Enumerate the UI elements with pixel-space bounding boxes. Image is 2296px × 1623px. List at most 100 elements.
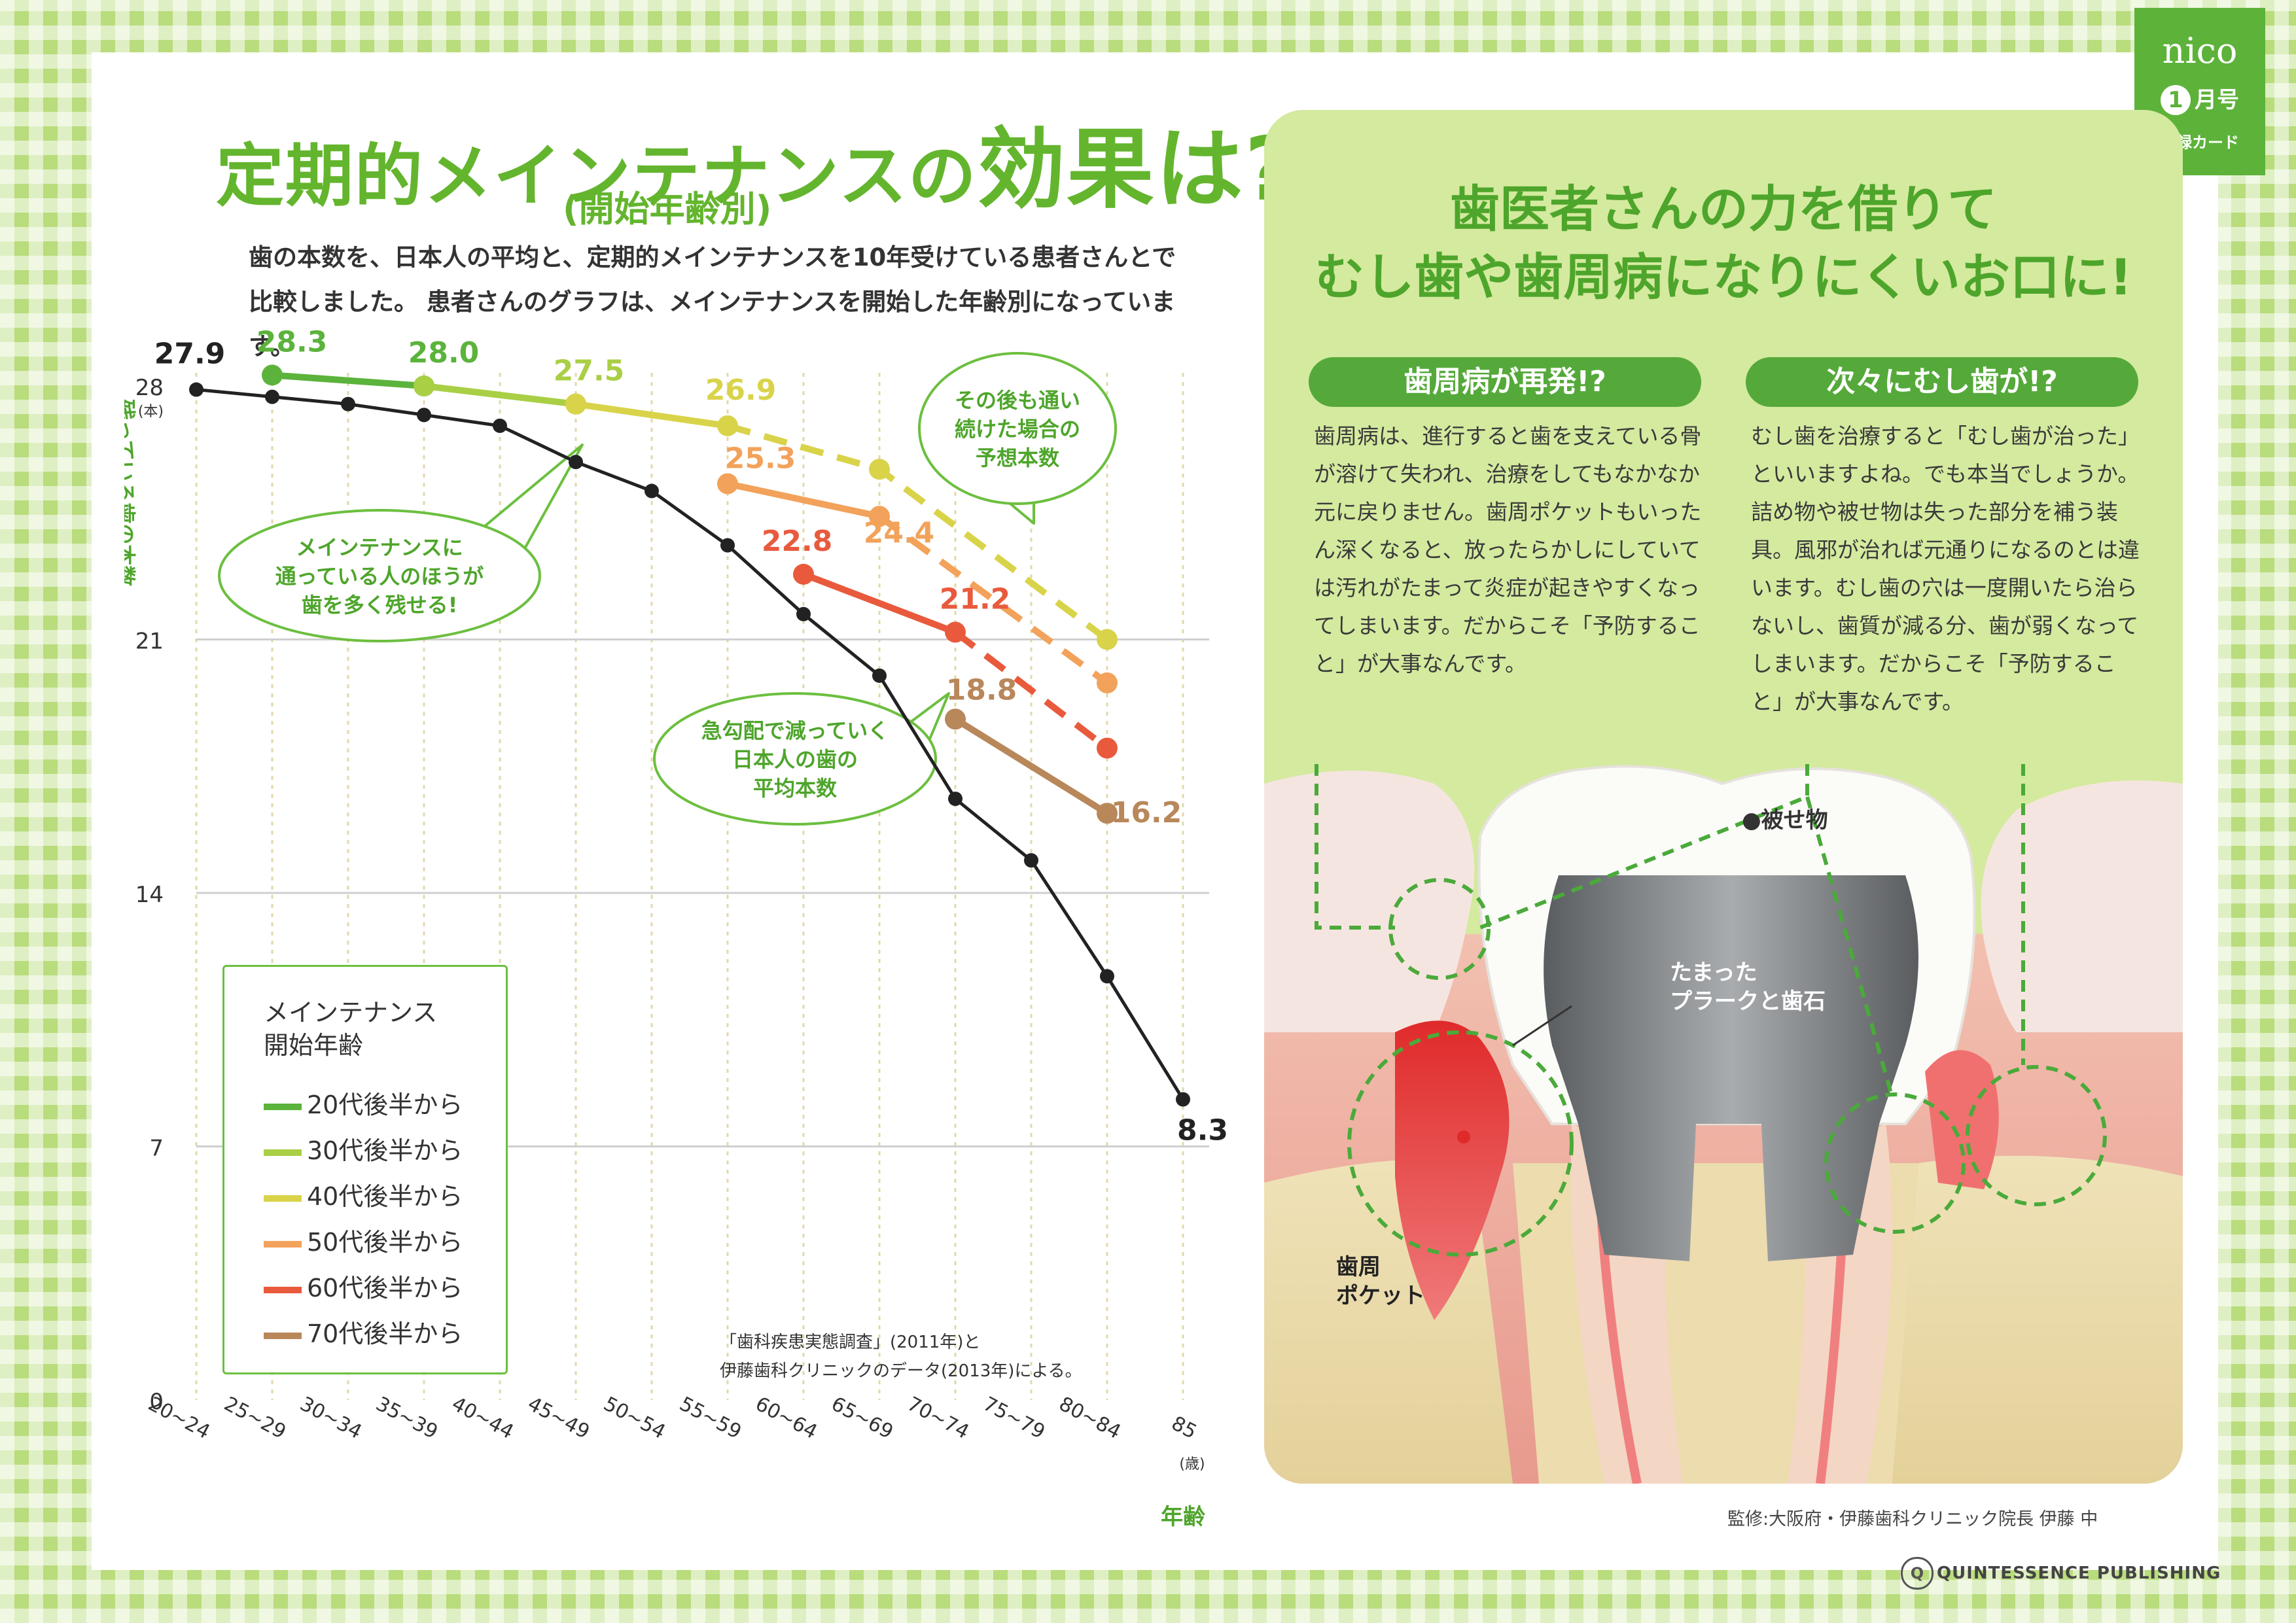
data-label: 28.0 <box>408 336 480 370</box>
y-unit: (本) <box>138 404 164 420</box>
x-axis-label: 年齢 <box>1161 1504 1205 1530</box>
x-tick-label: 20~24 <box>145 1393 214 1444</box>
y-tick-label: 21 <box>135 629 164 655</box>
data-label: 26.9 <box>705 374 777 407</box>
data-source-note: 「歯科疾患実態調査」(2011年)と 伊藤歯科クリニックのデータ(2013年)に… <box>720 1328 1082 1386</box>
info-panel: 歯医者さんの力を借りて むし歯や歯周病になりにくいお口に! 歯周病が再発!? 次… <box>1264 110 2183 1484</box>
month-number: 1 <box>2161 85 2191 115</box>
legend-item: 60代後半から <box>264 1268 463 1304</box>
chart-grid <box>195 373 1209 1400</box>
x-tick-label: 70~74 <box>904 1393 973 1444</box>
legend-label: 50代後半から <box>307 1228 463 1257</box>
data-label: 27.5 <box>554 355 625 388</box>
panel-title: 歯医者さんの力を借りて むし歯や歯周病になりにくいお口に! <box>1264 175 2183 311</box>
legend-item: 30代後半から <box>264 1130 463 1166</box>
chart-series <box>189 364 1190 1107</box>
page-subtitle: (開始年齢別) <box>563 188 772 230</box>
series-line-projected <box>877 514 1109 686</box>
data-point <box>869 506 890 527</box>
legend-label: 30代後半から <box>307 1136 463 1165</box>
callout-text: メインテナンスに <box>296 535 463 560</box>
x-tick-label: 40~44 <box>448 1393 518 1444</box>
data-point <box>341 396 355 411</box>
data-point <box>869 459 890 480</box>
legend-label: 20代後半から <box>307 1091 463 1119</box>
leader-line-2 <box>1805 796 1894 1098</box>
legend-swatch <box>264 1103 302 1110</box>
callout-text: 平均本数 <box>753 776 838 801</box>
bone-right <box>1892 1155 2183 1484</box>
callout-text: 予想本数 <box>976 445 1060 470</box>
legend-item: 40代後半から <box>264 1176 463 1212</box>
legend-swatch <box>264 1286 302 1293</box>
callout-text: 歯を多く残せる! <box>302 593 458 618</box>
heading-periodontal: 歯周病が再発!? <box>1309 357 1701 407</box>
issue-month: 1 月号 <box>2134 82 2265 115</box>
y-tick-label: 7 <box>149 1136 164 1162</box>
tooth-illustration: ●被せ物 たまった プラークと歯石 歯周 ポケット <box>1264 758 2183 1484</box>
left-neighbor-tooth <box>1264 771 1475 1032</box>
data-point <box>417 408 431 423</box>
data-label: 8.3 <box>1177 1114 1228 1147</box>
legend-title-line2: 開始年齢 <box>264 1031 364 1060</box>
data-point <box>414 375 434 396</box>
publisher-logo-icon: Q <box>1901 1557 1934 1590</box>
data-point <box>720 538 735 553</box>
series-line <box>269 372 427 389</box>
data-point <box>872 668 887 683</box>
tooth-count-chart: 0 7 14 21 28 (本)残っている歯の本数 20~24 25~29 30~34 35~39… <box>124 327 1228 1530</box>
series-line <box>724 480 883 520</box>
chart-legend: メインテナンス 開始年齢 20代後半から 30代後半から 40代後半から 50代後半か… <box>222 965 508 1374</box>
x-tick-label: 85 <box>1168 1412 1201 1444</box>
data-label: 16.2 <box>1111 796 1182 829</box>
data-point <box>717 415 738 436</box>
legend-item: 50代後半から <box>264 1222 463 1258</box>
legend-label: 70代後半から <box>307 1319 463 1348</box>
x-tick-label: 80~84 <box>1055 1393 1125 1444</box>
plaque-leader <box>1512 1005 1572 1047</box>
legend-swatch <box>264 1195 302 1202</box>
callout-text: 日本人の歯の <box>732 747 858 772</box>
data-label: 27.9 <box>154 338 226 371</box>
x-tick-label: 30~34 <box>296 1393 366 1444</box>
legend-swatch <box>264 1240 302 1248</box>
data-point <box>565 393 586 415</box>
series-line <box>194 388 1185 1102</box>
callout-bubble <box>218 509 541 642</box>
y-axis-label: 残っている歯の本数 <box>124 399 137 587</box>
data-point <box>265 389 279 404</box>
callout-text: その後も通い <box>955 388 1080 413</box>
data-point <box>262 364 283 386</box>
legend-title: メインテナンス 開始年齢 <box>264 996 437 1062</box>
text-caries: むし歯を治療すると「むし歯が治った」といいますよね。でも本当でしょうか。詰め物や… <box>1751 423 2140 714</box>
legend-item: 70代後半から <box>264 1314 463 1350</box>
highlight-circle-4 <box>1966 1065 2107 1206</box>
highlight-circle-1 <box>1388 878 1491 980</box>
callout-text: 続けた場合の <box>955 417 1080 442</box>
x-tick-label: 45~49 <box>524 1393 593 1444</box>
label-pocket-1: 歯周 <box>1336 1254 1381 1280</box>
source-line2: 伊藤歯科クリニックのデータ(2013年)による。 <box>720 1361 1082 1381</box>
legend-swatch <box>264 1332 302 1339</box>
x-tick-label: 65~69 <box>828 1393 897 1444</box>
data-point <box>1097 629 1118 650</box>
series-line <box>952 716 1110 817</box>
callout-text: 急勾配で減っていく <box>701 718 889 743</box>
data-label: 25.3 <box>725 442 796 475</box>
text-periodontal: 歯周病は、進行すると歯を支えている骨が溶けて失われ、治療をしてもなかなか元に戻り… <box>1314 423 1702 676</box>
label-pocket-2: ポケット <box>1336 1283 1425 1309</box>
data-point <box>1097 803 1118 824</box>
data-point <box>717 473 738 495</box>
source-line1: 「歯科疾患実態調査」(2011年)と <box>720 1333 981 1352</box>
x-tick-label: 35~39 <box>372 1393 442 1444</box>
supervisor-credit: 監修:大阪府・伊藤歯科クリニック院長 伊藤 中 <box>1727 1509 2098 1529</box>
month-label: 月号 <box>2195 87 2239 113</box>
title-part1: 定期的メインテナンスの <box>216 136 978 216</box>
callout-bubble <box>653 692 937 826</box>
brand-name: nico <box>2162 30 2238 71</box>
right-neighbor-tooth <box>1981 780 2183 1032</box>
legend-swatch <box>264 1149 302 1156</box>
data-point <box>645 483 659 498</box>
data-point <box>948 792 963 807</box>
